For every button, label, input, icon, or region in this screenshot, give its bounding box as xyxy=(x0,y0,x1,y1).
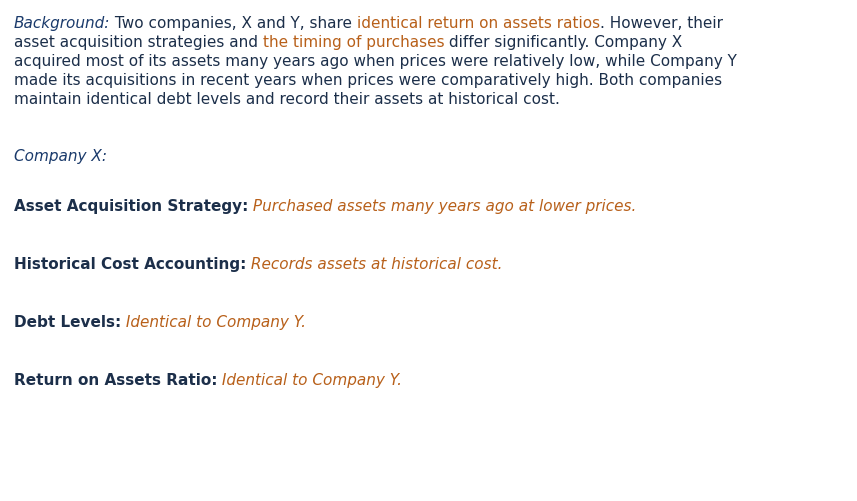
Text: Debt Levels:: Debt Levels: xyxy=(14,314,121,329)
Text: maintain identical debt levels and record their assets at historical cost.: maintain identical debt levels and recor… xyxy=(14,92,560,107)
Text: the timing of purchases: the timing of purchases xyxy=(263,35,445,50)
Text: Return on Assets Ratio:: Return on Assets Ratio: xyxy=(14,372,218,387)
Text: acquired most of its assets many years ago when prices were relatively low, whil: acquired most of its assets many years a… xyxy=(14,54,737,69)
Text: Historical Cost Accounting:: Historical Cost Accounting: xyxy=(14,257,246,272)
Text: differ significantly. Company X: differ significantly. Company X xyxy=(445,35,683,50)
Text: Two companies, X and Y, share: Two companies, X and Y, share xyxy=(111,16,357,31)
Text: Identical to Company Y.: Identical to Company Y. xyxy=(121,314,306,329)
Text: Background:: Background: xyxy=(14,16,111,31)
Text: made its acquisitions in recent years when prices were comparatively high. Both : made its acquisitions in recent years wh… xyxy=(14,73,722,88)
Text: . However, their: . However, their xyxy=(601,16,723,31)
Text: Company X:: Company X: xyxy=(14,149,107,164)
Text: Purchased assets many years ago at lower prices.: Purchased assets many years ago at lower… xyxy=(249,198,637,213)
Text: Asset Acquisition Strategy:: Asset Acquisition Strategy: xyxy=(14,198,249,213)
Text: identical return on assets ratios: identical return on assets ratios xyxy=(357,16,601,31)
Text: Identical to Company Y.: Identical to Company Y. xyxy=(218,372,403,387)
Text: Records assets at historical cost.: Records assets at historical cost. xyxy=(246,257,503,272)
Text: asset acquisition strategies and: asset acquisition strategies and xyxy=(14,35,263,50)
